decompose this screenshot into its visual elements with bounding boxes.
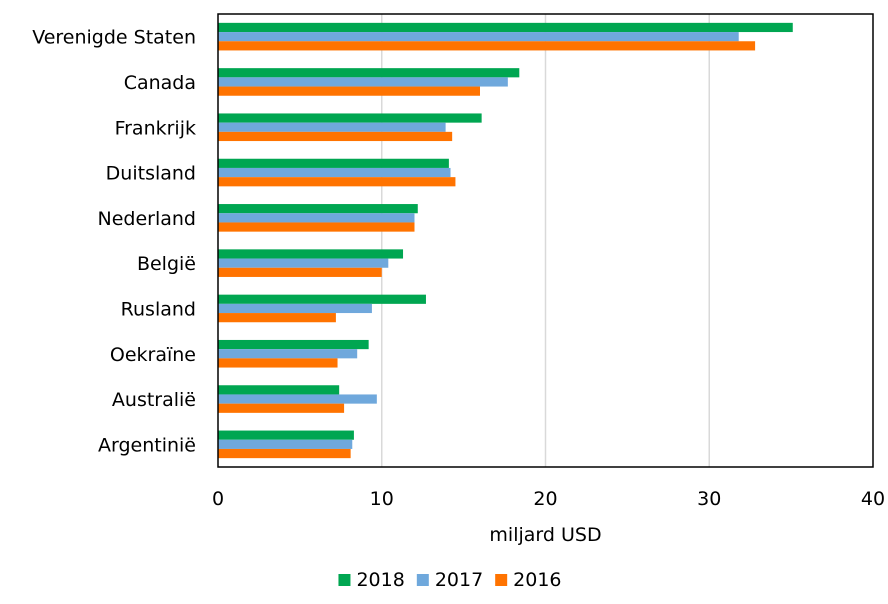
legend-swatch-2016 (495, 574, 508, 586)
bar-2018 (218, 68, 520, 78)
x-tick-label: 40 (861, 488, 885, 510)
category-label: Nederland (98, 208, 197, 230)
bar-2017 (218, 32, 739, 42)
legend-label: 2016 (513, 569, 561, 591)
bar-2018 (218, 113, 482, 123)
bar-2016 (218, 358, 338, 368)
bar-2017 (218, 349, 358, 359)
category-label: Oekraïne (110, 344, 196, 366)
bar-2018 (218, 249, 404, 259)
bar-2017 (218, 213, 415, 223)
bar-2017 (218, 394, 377, 404)
legend-swatch-2017 (416, 574, 429, 586)
plot-area-frame (217, 13, 874, 468)
x-tick-label: 0 (212, 488, 224, 510)
bar-2018 (218, 385, 340, 395)
category-label: België (137, 253, 196, 275)
legend: 2018 2017 2016 (338, 569, 562, 591)
x-tick-label: 10 (370, 488, 394, 510)
bar-2016 (218, 177, 456, 187)
bar-2017 (218, 258, 389, 268)
category-label: Rusland (121, 298, 196, 320)
category-label: Argentinië (98, 434, 196, 456)
legend-label: 2017 (435, 569, 483, 591)
category-label: Canada (124, 72, 196, 94)
category-label: Frankrijk (115, 117, 196, 139)
bar-2018 (218, 22, 793, 33)
legend-swatch-2018 (338, 574, 351, 586)
bar-2018 (218, 339, 369, 350)
category-labels: Verenigde Staten Canada Frankrijk Duitsland… (32, 27, 196, 457)
bar-2016 (218, 403, 345, 413)
bar-2018 (218, 204, 418, 214)
bar-2016 (218, 131, 453, 142)
bar-2018 (218, 158, 449, 168)
bar-2016 (218, 41, 756, 51)
bar-2016 (218, 222, 415, 232)
x-tick-label: 30 (697, 488, 721, 510)
bar-2017 (218, 303, 372, 314)
bars (218, 22, 793, 459)
bar-2016 (218, 86, 480, 96)
legend-label: 2018 (356, 569, 404, 591)
bar-2018 (218, 430, 354, 440)
category-label: Verenigde Staten (32, 27, 196, 49)
x-tick-label: 20 (533, 488, 557, 510)
bar-2017 (218, 122, 446, 132)
bar-2016 (218, 448, 351, 459)
bar-2017 (218, 77, 508, 87)
x-tick-labels: 0 10 20 30 40 (212, 488, 885, 510)
bar-2017 (218, 167, 451, 178)
bar-2016 (218, 267, 382, 277)
category-label: Duitsland (106, 163, 196, 185)
category-label: Australië (112, 389, 196, 411)
bar-2017 (218, 439, 353, 449)
bar-2016 (218, 313, 336, 323)
bar-2018 (218, 294, 426, 304)
x-axis-title: miljard USD (489, 524, 601, 546)
